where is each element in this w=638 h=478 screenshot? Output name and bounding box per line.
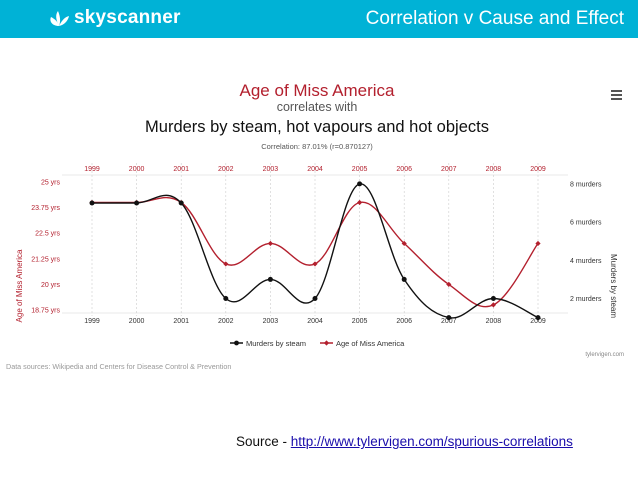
murders-point-2001: [178, 200, 184, 206]
murders-point-1999: [89, 200, 95, 206]
legend-age-label: Age of Miss America: [336, 339, 405, 348]
bottom-tick-2006: 2006: [396, 318, 412, 325]
top-tick-2002: 2002: [218, 166, 234, 173]
left-tick-21.25: 21.25 yrs: [31, 256, 60, 263]
left-tick-25: 25 yrs: [41, 180, 61, 187]
top-tick-2001: 2001: [173, 166, 189, 173]
bottom-tick-2000: 2000: [129, 318, 145, 325]
chart-container: Age of Miss America correlates with Murd…: [0, 40, 638, 380]
slide-title: Correlation v Cause and Effect: [365, 8, 624, 29]
chart-title: Age of Miss America: [240, 81, 395, 100]
bottom-tick-2004: 2004: [307, 318, 323, 325]
age-point-2006: [401, 240, 407, 247]
top-tick-2006: 2006: [396, 166, 412, 173]
bottom-tick-2007: 2007: [441, 318, 457, 325]
top-tick-2003: 2003: [263, 166, 279, 173]
left-tick-22.5: 22.5 yrs: [35, 231, 60, 238]
age-point-2005: [357, 199, 363, 206]
left-tick-20: 20 yrs: [41, 282, 61, 289]
right-tick-4: 4 murders: [570, 258, 602, 265]
top-tick-2000: 2000: [129, 166, 145, 173]
top-tick-1999: 1999: [84, 166, 100, 173]
top-tick-2008: 2008: [486, 166, 502, 173]
correlation-label: Correlation: 87.01% (r=0.870127): [261, 142, 373, 151]
bottom-tick-2005: 2005: [352, 318, 368, 325]
left-tick-23.75: 23.75 yrs: [31, 205, 60, 212]
source-link[interactable]: http://www.tylervigen.com/spurious-corre…: [290, 434, 573, 449]
murders-point-2007: [446, 315, 452, 321]
chart-subtitle-2: Murders by steam, hot vapours and hot ob…: [145, 118, 489, 136]
brand-logo: skyscanner: [48, 7, 181, 29]
bottom-tick-2003: 2003: [263, 318, 279, 325]
murders-point-2005: [357, 181, 363, 187]
legend: Murders by steam Age of Miss America: [230, 339, 405, 348]
top-tick-2005: 2005: [352, 166, 368, 173]
murders-point-2000: [134, 200, 140, 206]
murders-point-2003: [267, 276, 273, 282]
hamburger-menu-icon[interactable]: [611, 90, 622, 100]
chart-subtitle: correlates with: [277, 100, 358, 114]
top-tick-2004: 2004: [307, 166, 323, 173]
source-line: Source - http://www.tylervigen.com/spuri…: [236, 434, 573, 449]
legend-murders-label: Murders by steam: [246, 339, 306, 348]
legend-age-marker: [323, 340, 330, 346]
murders-point-2009: [535, 315, 541, 321]
right-tick-6: 6 murders: [570, 220, 602, 227]
top-tick-2007: 2007: [441, 166, 457, 173]
bottom-tick-2002: 2002: [218, 318, 234, 325]
right-axis-label: Murders by steam: [609, 254, 618, 318]
header-banner: skyscanner Correlation v Cause and Effec…: [0, 0, 638, 38]
age-point-2008: [490, 302, 496, 308]
credit-text: tylervigen.com: [585, 352, 624, 358]
murders-point-2002: [223, 296, 229, 302]
top-tick-2009: 2009: [530, 166, 546, 173]
murders-point-2008: [490, 296, 496, 302]
murders-point-2004: [312, 296, 318, 302]
bottom-tick-2001: 2001: [173, 318, 189, 325]
correlation-chart: Age of Miss America correlates with Murd…: [6, 81, 624, 371]
bottom-tick-2009: 2009: [530, 318, 546, 325]
skyscanner-logo-icon: [50, 11, 69, 26]
right-tick-2: 2 murders: [570, 296, 602, 303]
right-tick-8: 8 murders: [570, 181, 602, 188]
brand-name: skyscanner: [74, 7, 181, 28]
age-point-2009: [535, 240, 541, 247]
bottom-tick-2008: 2008: [486, 318, 502, 325]
murders-point-2006: [401, 276, 407, 282]
left-axis-label: Age of Miss America: [15, 249, 24, 322]
bottom-tick-1999: 1999: [84, 318, 100, 325]
left-tick-18.75: 18.75 yrs: [31, 308, 60, 315]
source-prefix: Source -: [236, 434, 291, 449]
age-point-2003: [267, 240, 273, 247]
data-sources-text: Data sources: Wikipedia and Centers for …: [6, 362, 231, 371]
legend-murders-marker: [234, 340, 239, 346]
